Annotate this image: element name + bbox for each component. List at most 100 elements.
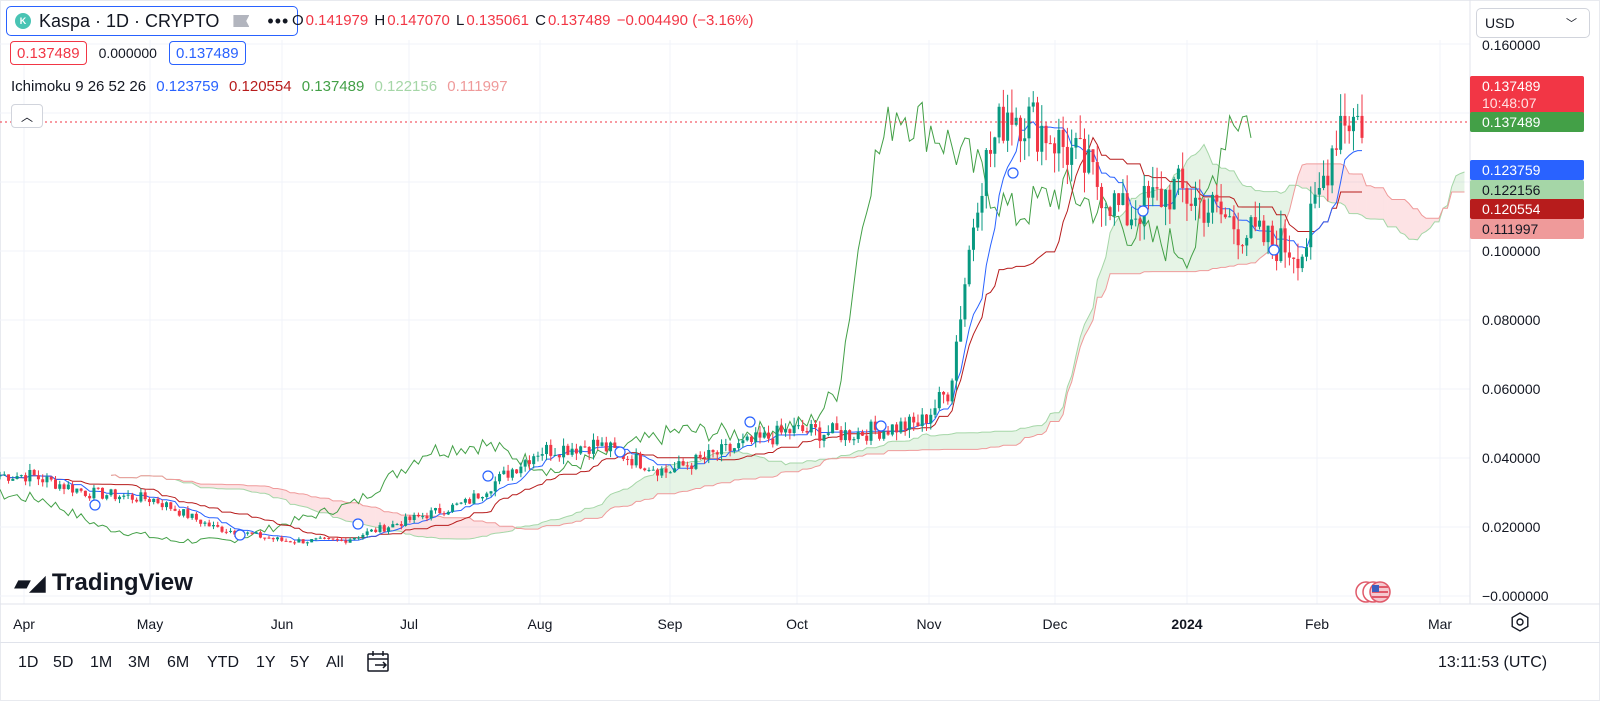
candle-body	[856, 432, 860, 440]
cloud-segment	[759, 457, 765, 478]
buy-price-box[interactable]: 0.137489	[168, 41, 246, 65]
x-tick-label: Mar	[1427, 616, 1453, 632]
indicator-legend[interactable]: Ichimoku 9 26 52 26 0.123759 0.120554 0.…	[11, 78, 514, 95]
cloud-segment	[1242, 184, 1247, 265]
candle-body	[318, 537, 322, 539]
range-1y[interactable]: 1Y	[256, 654, 276, 671]
candle-body	[425, 516, 429, 519]
candle-body	[570, 448, 574, 455]
candle-body	[211, 525, 215, 527]
range-all[interactable]: All	[326, 654, 344, 671]
currency-select[interactable]: USD ﹀	[1476, 8, 1590, 38]
candle-body	[728, 444, 732, 451]
cloud-segment	[623, 488, 628, 507]
candle-body	[1249, 217, 1253, 238]
candle-body	[412, 514, 416, 520]
flag-icon[interactable]	[233, 15, 250, 27]
cloud-segment	[1362, 173, 1367, 219]
candle-body	[224, 531, 228, 533]
range-6m[interactable]: 6M	[167, 654, 190, 671]
candle-body	[540, 454, 544, 456]
symbol-header[interactable]: K Kaspa · 1D · CRYPTO •••	[6, 6, 299, 36]
candle-body	[41, 479, 45, 483]
candle-body	[664, 468, 668, 473]
range-1d[interactable]: 1D	[18, 654, 39, 671]
candle-body	[916, 422, 920, 427]
more-icon[interactable]: •••	[267, 10, 290, 31]
cloud-segment	[969, 432, 974, 450]
range-5d[interactable]: 5D	[53, 654, 74, 671]
cloud-segment	[379, 508, 385, 529]
candle-body	[758, 432, 762, 438]
ichimoku-cloud	[111, 144, 1465, 539]
cloud-segment	[469, 517, 474, 539]
cloud-segment	[576, 511, 581, 522]
cloud-segment	[738, 451, 743, 480]
candle-body	[788, 429, 792, 434]
base-line	[0, 136, 1362, 539]
candle-body	[88, 495, 92, 499]
cloud-segment	[742, 453, 748, 480]
candle-body	[442, 513, 446, 515]
utc-clock[interactable]: 13:11:53 (UTC)	[1438, 654, 1548, 671]
lead-b-line	[110, 163, 1465, 530]
candle-body	[32, 469, 36, 476]
cloud-segment	[1212, 164, 1217, 269]
economic-events-icon[interactable]	[1352, 580, 1394, 604]
cloud-segment	[1225, 168, 1230, 268]
cloud-segment	[870, 447, 876, 454]
cloud-segment	[597, 504, 603, 519]
candle-body	[1121, 193, 1125, 206]
cloud-segment	[636, 479, 641, 502]
candle-body	[651, 469, 655, 471]
cloud-segment	[1379, 187, 1384, 220]
cloud-segment	[926, 433, 931, 450]
cloud-segment	[397, 512, 402, 532]
candle-body	[630, 459, 634, 466]
range-3m[interactable]: 3M	[128, 654, 151, 671]
x-tick-label: Apr	[13, 616, 35, 632]
cloud-segment	[1080, 324, 1085, 348]
settings-gear-icon[interactable]	[1510, 612, 1530, 632]
candle-body	[1223, 214, 1227, 218]
cloud-segment	[239, 484, 244, 490]
cloud-segment	[1058, 406, 1064, 422]
candle-body	[984, 149, 988, 196]
base-price-label: 0.120554	[1470, 199, 1584, 219]
cloud-segment	[584, 508, 590, 519]
candle-body	[480, 496, 484, 499]
candle-body	[293, 542, 297, 544]
cloud-segment	[1460, 171, 1465, 193]
cloud-segment	[917, 434, 923, 451]
range-5y[interactable]: 5Y	[290, 654, 310, 671]
candle-body	[532, 456, 536, 465]
y-tick-label: 0.040000	[1482, 450, 1541, 466]
candle-body	[647, 469, 651, 471]
cloud-segment	[1208, 153, 1213, 271]
candle-body	[1125, 193, 1129, 226]
candle-body	[1048, 143, 1052, 145]
range-ytd[interactable]: YTD	[207, 654, 239, 671]
candle-body	[1193, 197, 1197, 206]
tradingview-mark-icon: ▰◢	[14, 570, 46, 595]
candle-body	[1270, 225, 1274, 245]
cloud-segment	[1310, 163, 1316, 197]
cloud-segment	[499, 526, 504, 533]
candle-body	[523, 460, 527, 467]
x-tick-label: Jun	[270, 616, 294, 632]
collapse-legend-button[interactable]: ︿	[11, 104, 43, 128]
range-1m[interactable]: 1M	[90, 654, 113, 671]
tradingview-logo[interactable]: ▰◢ TradingView	[14, 569, 193, 597]
candle-body	[310, 539, 314, 543]
candle-body	[980, 195, 984, 213]
candle-body	[1142, 185, 1146, 224]
symbol-selector[interactable]: K Kaspa · 1D · CRYPTO •••	[6, 6, 299, 36]
sell-price-box[interactable]: 0.137489	[10, 41, 87, 65]
candle-body	[331, 538, 335, 540]
date-range-calendar-icon[interactable]	[366, 650, 392, 674]
cloud-segment	[947, 433, 953, 450]
candle-body	[694, 454, 698, 469]
candle-body	[387, 527, 391, 532]
cloud-segment	[888, 441, 893, 451]
